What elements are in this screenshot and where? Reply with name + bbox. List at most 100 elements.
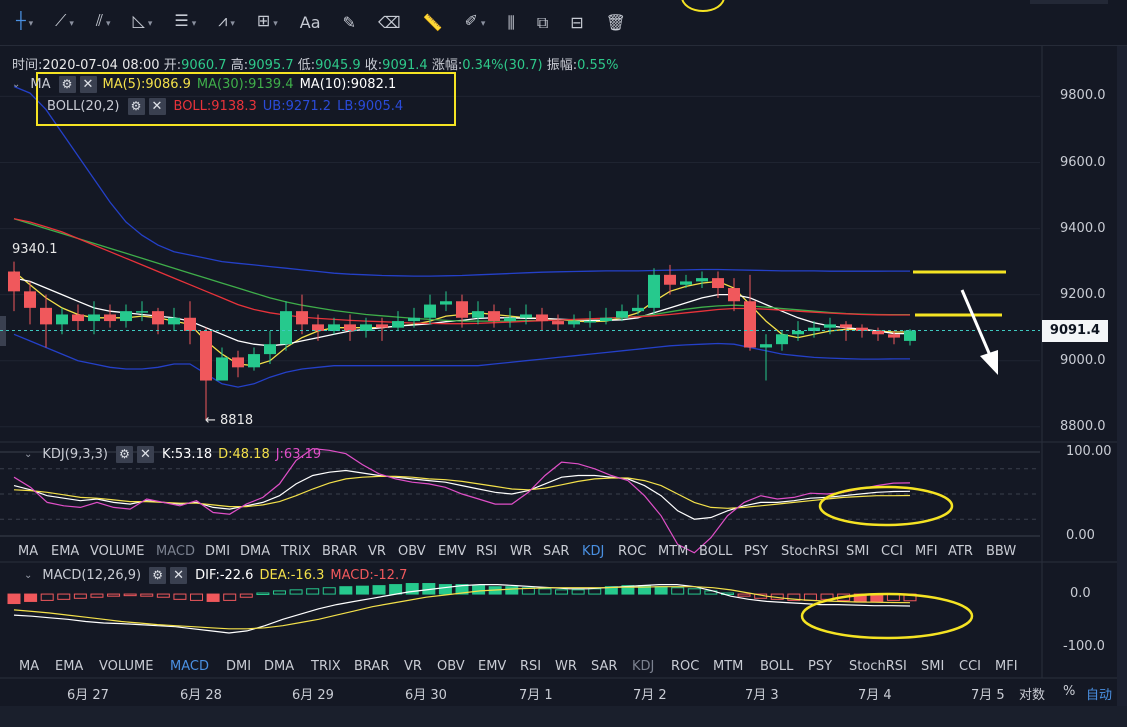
layers-icon[interactable]: ⧉ — [536, 12, 549, 32]
indicator-tab-dmi[interactable]: DMI — [226, 659, 252, 674]
macd-line-dea — [13, 586, 911, 630]
indicator-tab-macd[interactable]: MACD — [156, 544, 195, 559]
macd-histogram-bar — [621, 585, 635, 595]
trend-line-icon[interactable]: ⟋ ▾ — [55, 11, 74, 30]
eraser-icon[interactable]: ⌫ — [377, 12, 401, 32]
toolbar-right-box[interactable] — [1030, 0, 1108, 4]
candle-body — [136, 311, 148, 313]
indicator-tab-wr[interactable]: WR — [510, 544, 532, 559]
indicator-tab-kdj[interactable]: KDJ — [582, 544, 605, 559]
auto-scale-toggle[interactable]: 自动 — [1086, 688, 1113, 703]
candle-body — [312, 324, 324, 331]
indicator-tab-ema[interactable]: EMA — [55, 659, 84, 674]
indicator-tab-macd[interactable]: MACD — [170, 659, 209, 674]
edit-icon[interactable]: ✐ ▾ — [464, 11, 486, 30]
lock-icon[interactable]: ⊟ — [570, 12, 584, 32]
indicator-tab-psy[interactable]: PSY — [808, 659, 833, 674]
percent-scale-toggle[interactable]: % — [1063, 684, 1076, 699]
indicator-tab-smi[interactable]: SMI — [921, 659, 945, 674]
indicator-tab-vr[interactable]: VR — [368, 544, 386, 559]
channel-icon[interactable]: ⫽ ▾ — [95, 11, 111, 30]
trash-icon[interactable]: 🗑 — [605, 12, 626, 32]
indicator-tab-cci[interactable]: CCI — [881, 544, 903, 559]
indicator-tab-ma[interactable]: MA — [19, 659, 40, 674]
indicator-tab-psy[interactable]: PSY — [744, 544, 769, 559]
macd-histogram-bar — [140, 593, 154, 597]
indicator-tab-mtm[interactable]: MTM — [658, 544, 689, 559]
candle-body — [376, 324, 388, 328]
indicator-tab-trix[interactable]: TRIX — [281, 544, 311, 559]
indicator-tab-dma[interactable]: DMA — [240, 544, 271, 559]
dropdown-caret-icon[interactable]: ▾ — [191, 19, 197, 29]
indicator-tab-sar[interactable]: SAR — [591, 659, 618, 674]
indicator-tab-kdj[interactable]: KDJ — [632, 659, 655, 674]
indicator-tab-brar[interactable]: BRAR — [354, 659, 390, 674]
indicator-tab-wr[interactable]: WR — [555, 659, 577, 674]
dropdown-caret-icon[interactable]: ▾ — [28, 19, 34, 29]
indicator-tab-dma[interactable]: DMA — [264, 659, 295, 674]
indicator-tab-dmi[interactable]: DMI — [205, 544, 231, 559]
dropdown-caret-icon[interactable]: ▾ — [106, 19, 111, 29]
indicator-tab-obv[interactable]: OBV — [437, 659, 465, 674]
indicator-tab-ema[interactable]: EMA — [51, 544, 80, 559]
collapse-chevron-icon[interactable]: ⌄ — [24, 570, 33, 581]
indicator-tab-boll[interactable]: BOLL — [699, 544, 733, 559]
dropdown-caret-icon[interactable]: ▾ — [69, 19, 74, 29]
indicator-tab-mtm[interactable]: MTM — [713, 659, 744, 674]
indicator-tab-mfi[interactable]: MFI — [995, 659, 1018, 674]
wave-pattern-icon[interactable]: ⩘ ▾ — [218, 11, 235, 30]
gear-icon[interactable]: ⚙ — [115, 446, 133, 463]
ma5-value: MA(5):9086.9 — [102, 77, 191, 92]
indicator-tab-boll[interactable]: BOLL — [760, 659, 794, 674]
indicator-tab-cci[interactable]: CCI — [959, 659, 981, 674]
close-icon[interactable]: ✕ — [136, 446, 154, 463]
fib-levels-icon[interactable]: ☰ ▾ — [174, 11, 197, 30]
angle-icon[interactable]: ◺ ▾ — [132, 11, 153, 30]
indicator-tab-trix[interactable]: TRIX — [311, 659, 341, 674]
brush-icon[interactable]: ✎ — [342, 12, 356, 32]
indicator-tab-vr[interactable]: VR — [404, 659, 422, 674]
measure-icon[interactable]: ⊞ ▾ — [256, 11, 278, 30]
indicator-tab-obv[interactable]: OBV — [398, 544, 426, 559]
indicator-tab-atr[interactable]: ATR — [948, 544, 973, 559]
ruler-icon[interactable]: 📏 — [422, 12, 443, 32]
dropdown-caret-icon[interactable]: ▾ — [273, 19, 278, 29]
macd-histogram-bar — [173, 593, 187, 600]
log-scale-toggle[interactable]: 对数 — [1019, 688, 1046, 703]
indicator-tab-rsi[interactable]: RSI — [520, 659, 542, 674]
gear-icon[interactable]: ⚙ — [149, 567, 167, 584]
text-tool-icon[interactable]: Aa — [299, 12, 321, 32]
dropdown-caret-icon[interactable]: ▾ — [480, 19, 486, 29]
indicator-tab-stochrsi[interactable]: StochRSI — [849, 659, 907, 674]
indicator-tab-emv[interactable]: EMV — [438, 544, 467, 559]
right-scrollbar[interactable] — [1117, 46, 1127, 727]
indicator-tab-roc[interactable]: ROC — [618, 544, 647, 559]
close-icon[interactable]: ✕ — [79, 76, 97, 93]
indicator-tab-smi[interactable]: SMI — [846, 544, 870, 559]
indicator-tab-stochrsi[interactable]: StochRSI — [781, 544, 839, 559]
indicator-tab-ma[interactable]: MA — [18, 544, 39, 559]
dropdown-caret-icon[interactable]: ▾ — [147, 19, 153, 29]
indicator-tab-bbw[interactable]: BBW — [986, 544, 1017, 559]
indicator-tab-sar[interactable]: SAR — [543, 544, 570, 559]
indicator-tab-mfi[interactable]: MFI — [915, 544, 938, 559]
close-icon[interactable]: ✕ — [170, 567, 188, 584]
macd-legend: ⌄ MACD(12,26,9) ⚙ ✕ DIF:-22.6 DEA:-16.3 … — [24, 567, 407, 584]
close-icon[interactable]: ✕ — [148, 98, 166, 115]
indicator-tab-emv[interactable]: EMV — [478, 659, 507, 674]
indicator-tab-rsi[interactable]: RSI — [476, 544, 498, 559]
collapse-chevron-icon[interactable]: ⌄ — [24, 449, 33, 460]
dropdown-caret-icon[interactable]: ▾ — [230, 19, 235, 29]
time-tick-label: 6月 30 — [405, 688, 447, 703]
crosshair-icon[interactable]: ┼ ▾ — [16, 11, 34, 30]
collapse-chevron-icon[interactable]: ⌄ — [12, 79, 21, 90]
indicator-tab-brar[interactable]: BRAR — [322, 544, 358, 559]
gear-icon[interactable]: ⚙ — [127, 98, 145, 115]
candle-body — [632, 307, 644, 312]
bars-pattern-icon[interactable]: ⫼ — [507, 12, 515, 32]
indicator-tab-volume[interactable]: VOLUME — [99, 659, 154, 674]
indicator-tab-volume[interactable]: VOLUME — [90, 544, 145, 559]
indicator-tab-roc[interactable]: ROC — [671, 659, 700, 674]
gear-icon[interactable]: ⚙ — [58, 76, 76, 93]
